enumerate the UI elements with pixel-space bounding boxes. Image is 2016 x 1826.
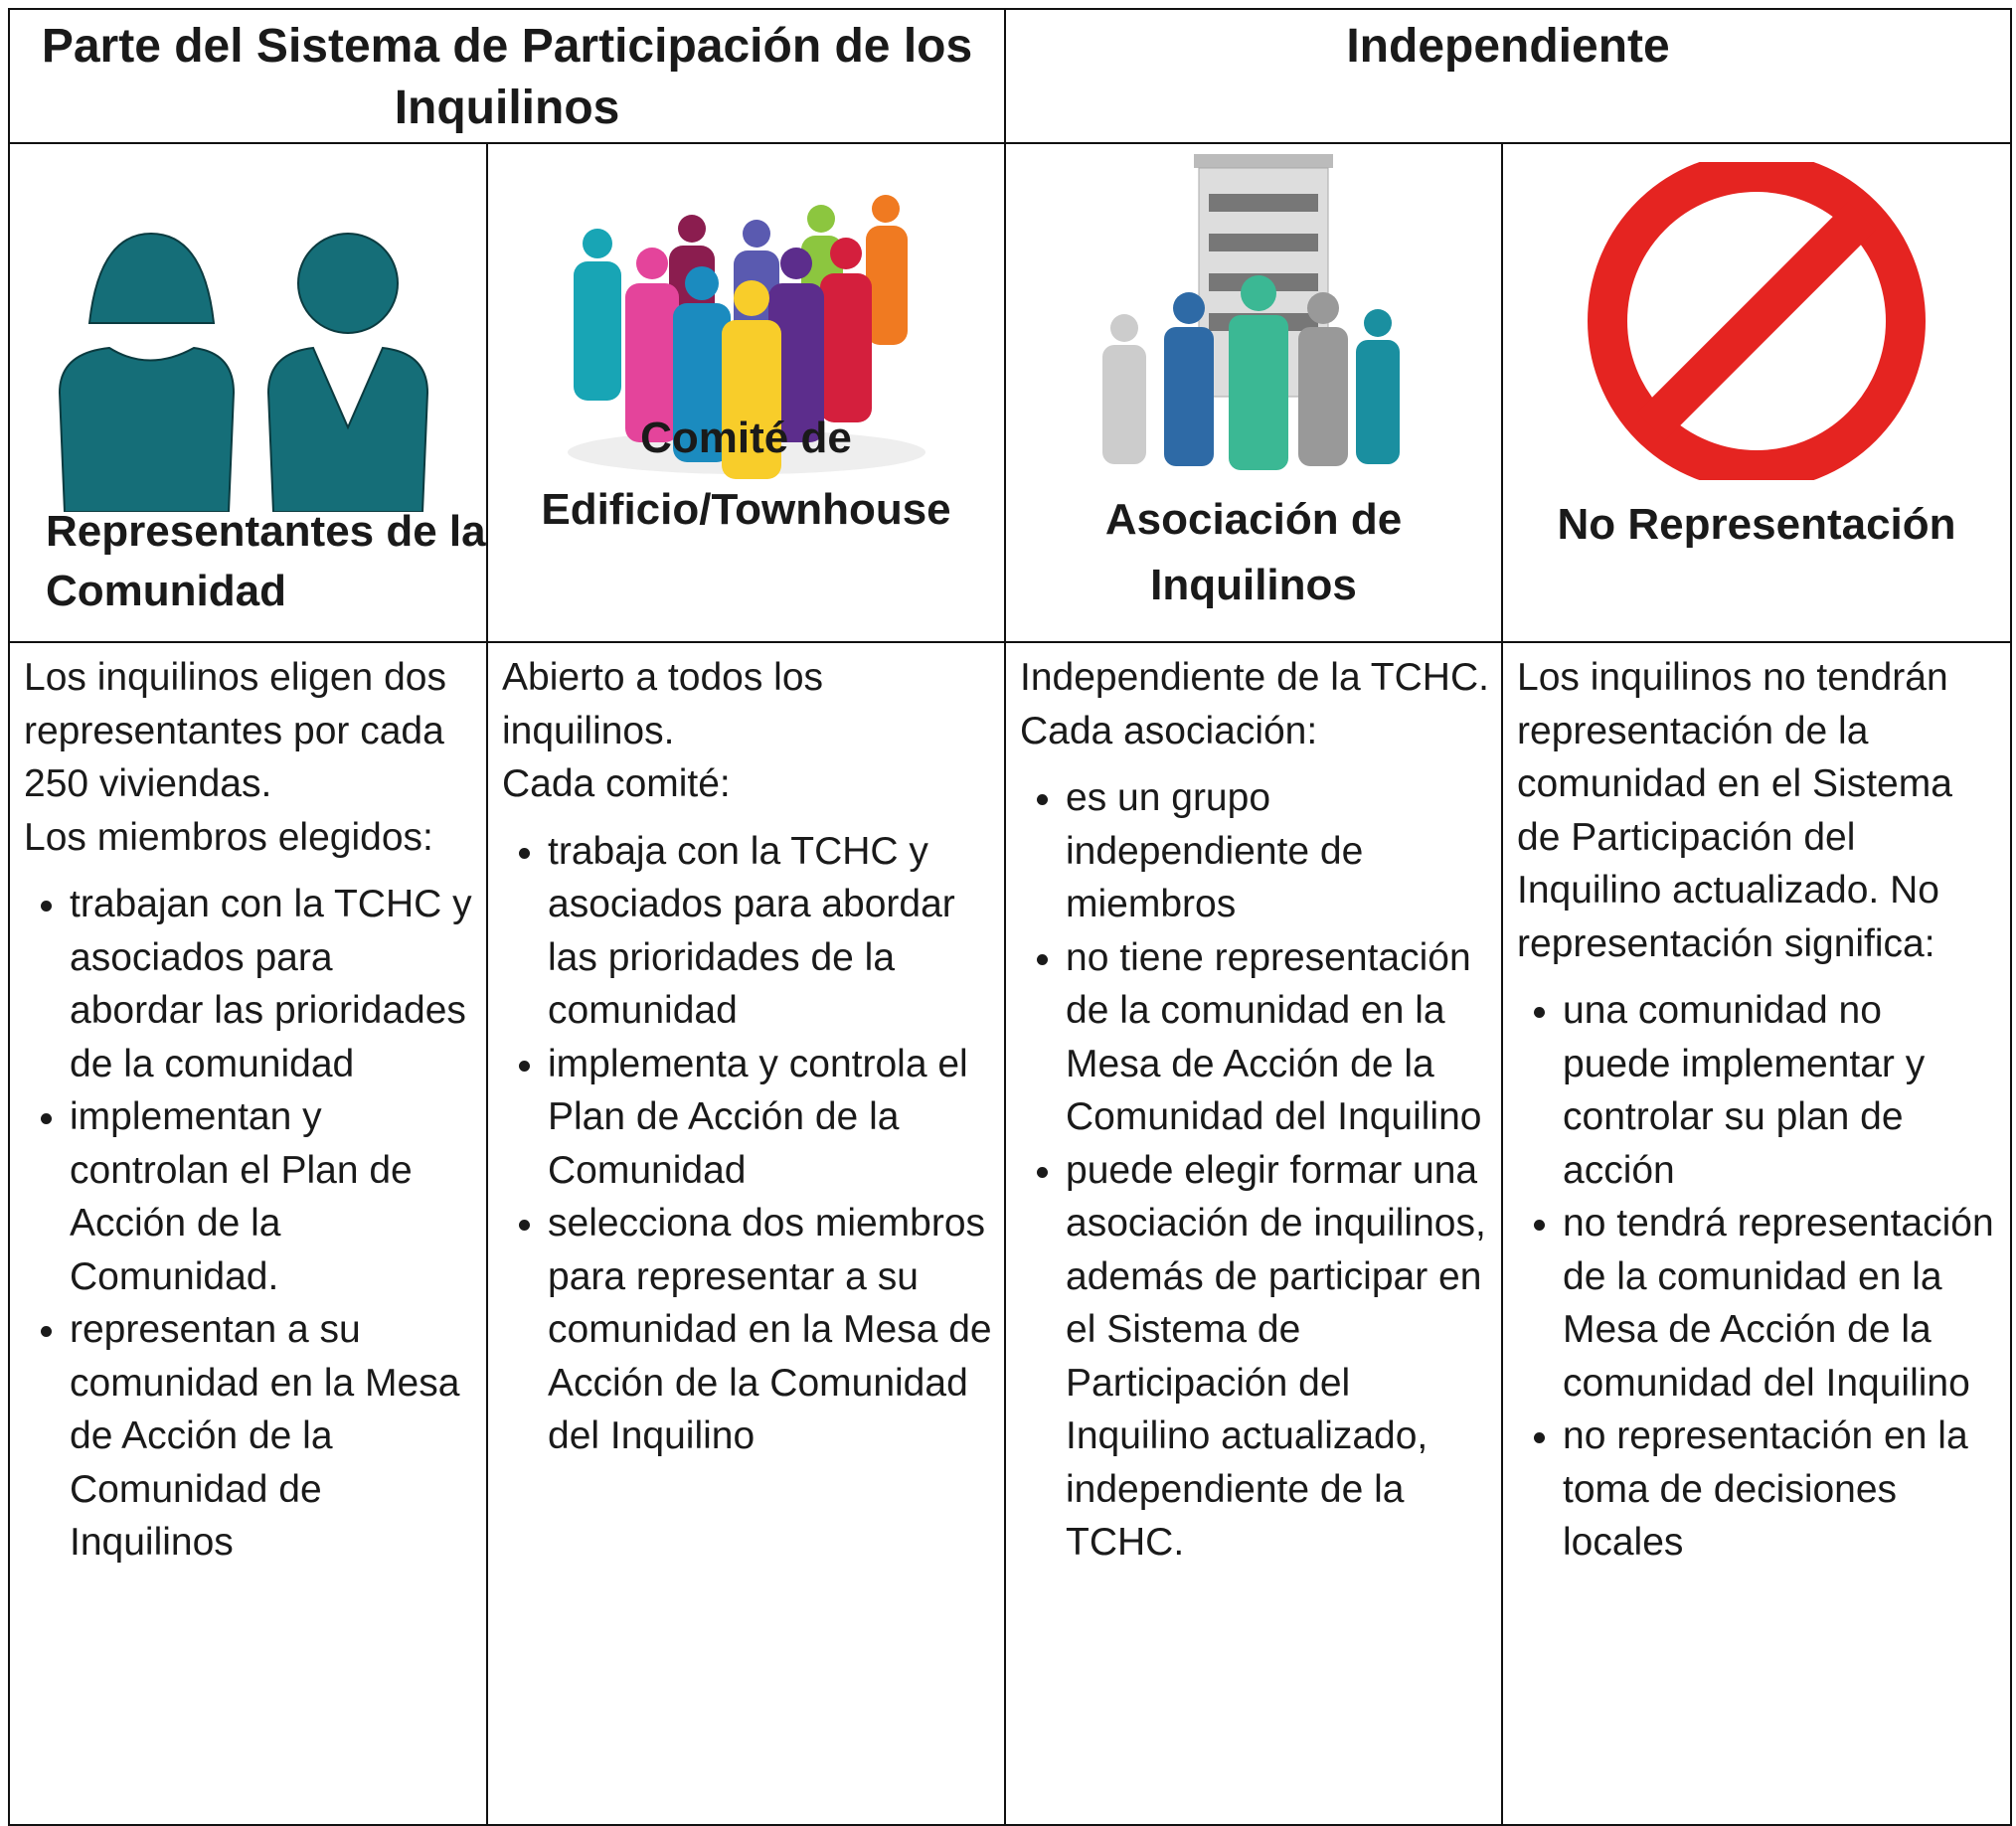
- bullet-item: trabaja con la TCHC y asociados para abo…: [548, 825, 992, 1038]
- text-cell: Abierto a todos los inquilinos. Cada comi…: [485, 641, 1007, 1826]
- icon-label: Asociación de Inquilinos: [1104, 495, 1403, 609]
- no-sign-icon: [1588, 162, 1926, 480]
- bullet-item: no tendrá representación de la comunidad…: [1563, 1197, 1998, 1410]
- bullet-item: implementa y controla el Plan de Acción …: [548, 1038, 992, 1198]
- icon-label: Representantes de la Comunidad: [46, 507, 486, 615]
- intro-text: Independiente de la TCHC.: [1020, 656, 1489, 699]
- bullet-list: trabajan con la TCHC y asociados para ab…: [24, 878, 474, 1570]
- bullet-list: trabaja con la TCHC y asociados para abo…: [502, 825, 992, 1463]
- icon-label: No Representación: [1557, 500, 1956, 549]
- bullet-item: puede elegir formar una asociación de in…: [1066, 1144, 1489, 1570]
- icon-cell: Representantes de la Comunidad: [8, 142, 488, 643]
- bullet-item: no representación en la toma de decision…: [1563, 1410, 1998, 1570]
- bullet-item: una comunidad no puede implementar y con…: [1563, 984, 1998, 1197]
- text-cell: Los inquilinos eligen dos representantes…: [8, 641, 488, 1826]
- intro-text: Los inquilinos eligen dos representantes…: [24, 656, 446, 805]
- header-cell: Independiente: [1004, 8, 2013, 144]
- bullet-list: una comunidad no puede implementar y con…: [1517, 984, 1998, 1570]
- intro-text: Los inquilinos no tendrán representación…: [1517, 656, 1952, 965]
- bullet-item: no tiene representación de la comunidad …: [1066, 931, 1489, 1144]
- bullet-item: trabajan con la TCHC y asociados para ab…: [70, 878, 474, 1090]
- intro-text: Abierto a todos los inquilinos.: [502, 656, 824, 752]
- header-cell: Parte del Sistema de Participación de lo…: [7, 8, 1007, 144]
- icon-label: Comité de Edificio/Townhouse: [541, 414, 951, 534]
- text-cell: Independiente de la TCHC. Cada asociación…: [1004, 641, 1504, 1826]
- committee-icon: [567, 195, 925, 479]
- text-cell: Los inquilinos no tendrán representación…: [1501, 641, 2013, 1826]
- comparison-table: Parte del Sistema de Participación de lo…: [7, 8, 2013, 1826]
- bullet-list: es un grupo independiente de miembrosno …: [1020, 771, 1489, 1570]
- bullet-item: representan a su comunidad en la Mesa de…: [70, 1303, 474, 1570]
- bullet-item: implementan y controlan el Plan de Acció…: [70, 1090, 474, 1303]
- bullet-item: es un grupo independiente de miembros: [1066, 771, 1489, 931]
- intro-text: Los miembros elegidos:: [24, 815, 433, 859]
- representatives-icon: [58, 232, 428, 512]
- bullet-item: selecciona dos miembros para representar…: [548, 1197, 992, 1463]
- icon-cell: Comité de Edificio/Townhouse: [485, 142, 1007, 643]
- icon-cell: Asociación de Inquilinos: [1004, 142, 1504, 643]
- icon-cell: No Representación: [1501, 142, 2013, 643]
- intro-text: Cada asociación:: [1020, 709, 1318, 752]
- intro-text: Cada comité:: [502, 762, 731, 805]
- association-icon: [1102, 154, 1401, 470]
